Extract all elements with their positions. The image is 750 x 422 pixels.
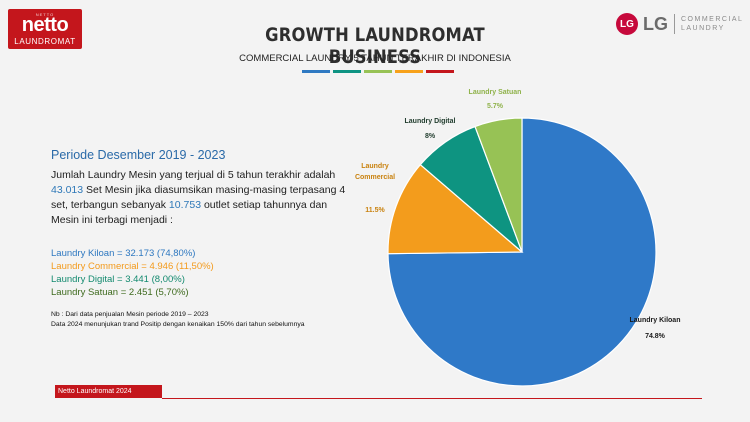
lg-logo-line1: COMMERCIAL <box>681 16 744 23</box>
pie-label-name: Laundry Satuan <box>469 89 522 96</box>
color-bar-segment <box>302 70 330 73</box>
period-heading: Periode Desember 2019 - 2023 <box>51 148 226 162</box>
color-bar-segment <box>333 70 361 73</box>
breakdown-item-kiloan: Laundry Kiloan = 32.173 (74,80%) <box>51 248 196 259</box>
lg-logo-divider <box>674 14 675 34</box>
lg-logo-icon: LG <box>616 13 638 35</box>
color-bar-segment <box>426 70 454 73</box>
color-bar <box>302 70 454 73</box>
page-subtitle: COMMERCIAL LAUNDRY 5 TAHUN TERAKHIR DI I… <box>239 53 511 64</box>
breakdown-item-satuan: Laundry Satuan = 2.451 (5,70%) <box>51 287 189 298</box>
pie-label-value: 11.5% <box>365 207 385 214</box>
breakdown-item-digital: Laundry Digital = 3.441 (8,00%) <box>51 274 185 285</box>
lg-logo-tagline: COMMERCIAL LAUNDRY <box>681 15 743 33</box>
footnote-line1: Nb : Dari data penjualan Mesin periode 2… <box>51 311 209 318</box>
color-bar-segment <box>364 70 392 73</box>
page-title: GROWTH LAUNDROMAT BUSINESS <box>265 24 485 68</box>
pie-slice-laundry-commercial <box>387 163 524 255</box>
outlets-count: 10.753 <box>168 199 202 211</box>
netto-logo: NETTO netto LAUNDROMAT <box>8 9 82 49</box>
lg-logo-name: LG <box>643 13 668 34</box>
footer-line <box>162 398 702 399</box>
breakdown-list: Laundry Kiloan = 32.173 (74,80%) Laundry… <box>51 247 214 299</box>
pie-label-name: Laundry Kiloan <box>630 317 681 324</box>
footer-label: Netto Laundromat 2024 <box>55 385 162 398</box>
summary-text-1: Jumlah Laundry Mesin yang terjual di 5 t… <box>51 169 336 181</box>
lg-logo: LG LG COMMERCIAL LAUNDRY <box>616 13 743 35</box>
lg-logo-line2: LAUNDRY <box>681 25 725 32</box>
pie-label-value: 74.8% <box>645 333 666 340</box>
pie-label-value: 5.7% <box>487 103 504 110</box>
summary-text-3: outlet setiap tahunnya dan Mesin ini ter… <box>51 199 328 226</box>
summary-text-2: Set Mesin jika diasumsikan masing-masing… <box>51 184 346 211</box>
footnote-line2: Data 2024 menunjukan trand Positip denga… <box>51 321 305 328</box>
pie-label-value: 8% <box>425 133 436 140</box>
netto-logo-sub: LAUNDROMAT <box>14 37 76 46</box>
machines-count: 43.013 <box>51 184 84 196</box>
netto-logo-tiny: NETTO <box>35 12 55 17</box>
pie-slice-laundry-satuan <box>474 117 523 253</box>
pie-label-name: Laundry Digital <box>405 118 456 125</box>
breakdown-item-commercial: Laundry Commercial = 4.946 (11,50%) <box>51 261 214 272</box>
pie-label-name: Laundry <box>361 163 389 170</box>
summary-paragraph: Jumlah Laundry Mesin yang terjual di 5 t… <box>51 168 351 228</box>
netto-logo-name: netto <box>21 14 69 36</box>
color-bar-segment <box>395 70 423 73</box>
footnote: Nb : Dari data penjualan Mesin periode 2… <box>51 310 305 330</box>
pie-label-name: Commercial <box>355 174 395 181</box>
